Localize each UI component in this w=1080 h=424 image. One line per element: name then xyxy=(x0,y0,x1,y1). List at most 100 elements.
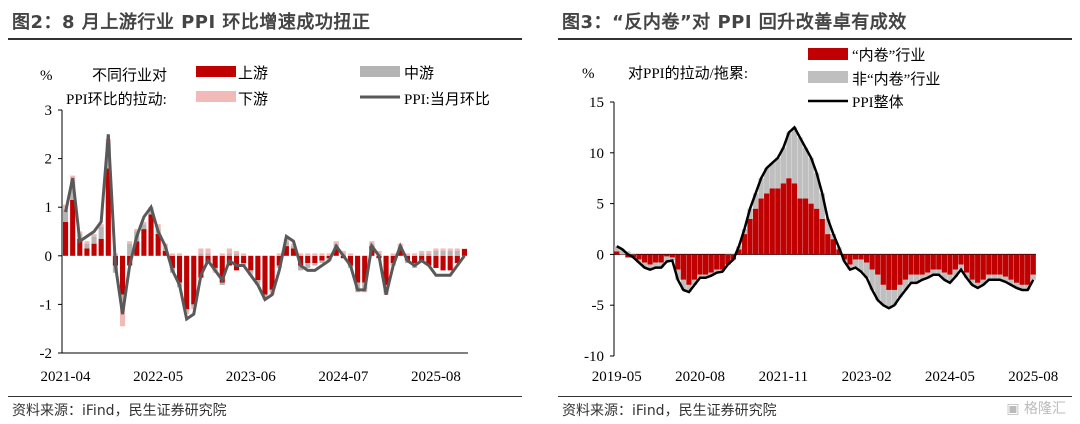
right-bar-noninv xyxy=(802,147,809,199)
left-bar-upstream xyxy=(155,233,161,256)
right-bar-inv xyxy=(1025,254,1031,285)
right-bar-noninv xyxy=(875,274,881,301)
right-bar-noninv xyxy=(858,259,864,272)
left-bar-downstream xyxy=(404,253,411,256)
left-chart-panel: 图2：8 月上游行业 PPI 环比增速成功扭正 3 2 1 0 -1 -2% 2021-04… xyxy=(0,0,530,424)
left-bar-midstream xyxy=(198,253,204,256)
right-bar-noninv xyxy=(769,162,775,189)
right-bar-inv xyxy=(947,254,953,275)
right-bar-inv xyxy=(975,254,981,283)
right-bar-inv xyxy=(936,254,942,270)
right-bar-inv xyxy=(1008,254,1014,280)
right-bar-inv xyxy=(758,198,764,255)
left-bar-upstream xyxy=(262,255,268,295)
left-bar-upstream xyxy=(148,214,154,256)
left-legend-swatch-downstream xyxy=(196,91,236,102)
right-bar-inv xyxy=(680,254,687,280)
right-legend-swatch-inv xyxy=(808,48,848,60)
left-bar-downstream xyxy=(440,248,446,251)
left-y-tick-label: 2 xyxy=(45,152,53,168)
left-chart-title: 图2：8 月上游行业 PPI 环比增速成功扭正 xyxy=(12,12,371,33)
right-bar-inv xyxy=(864,254,870,263)
right-bar-inv xyxy=(980,254,986,280)
left-bar-upstream xyxy=(419,255,425,261)
right-bar-inv xyxy=(925,254,931,273)
right-axes: 15 10 5 0 -5 -10% 2019-05 2020-08 2021-11 2023-02… xyxy=(582,66,1058,385)
right-y-tick-label: 0 xyxy=(597,247,605,263)
left-bar-midstream xyxy=(433,250,439,256)
left-bar-upstream xyxy=(91,243,97,256)
right-y-tick-label: -10 xyxy=(584,349,604,365)
right-bar-inv xyxy=(691,254,698,280)
right-annotation: 对PPI的拉动/拖累: xyxy=(628,65,748,82)
right-bar-inv xyxy=(725,254,731,265)
right-bar-inv xyxy=(969,254,975,280)
right-bar-noninv xyxy=(908,274,914,283)
left-bar-upstream xyxy=(233,255,240,271)
left-legend-swatch-midstream xyxy=(360,66,400,77)
left-bar-upstream xyxy=(312,255,318,264)
right-bar-noninv xyxy=(880,284,886,306)
left-y-tick-label: 1 xyxy=(45,200,53,216)
left-bar-upstream xyxy=(433,255,439,268)
left-bar-downstream xyxy=(305,253,311,256)
right-bar-inv xyxy=(630,254,637,258)
right-bar-noninv xyxy=(825,218,831,235)
left-y-tick-label: -1 xyxy=(40,297,53,313)
right-bar-noninv xyxy=(847,264,853,270)
left-bar-downstream xyxy=(419,250,425,254)
right-bar-inv xyxy=(902,254,909,280)
right-bar-inv xyxy=(775,188,781,255)
right-bar-inv xyxy=(719,254,725,270)
right-bar-noninv xyxy=(819,193,825,219)
left-x-tick-label: 2023-06 xyxy=(226,369,276,385)
left-bar-downstream xyxy=(298,253,304,256)
left-bar-upstream xyxy=(447,255,453,271)
left-bar-upstream xyxy=(105,168,111,256)
watermark-logo: ▣ 格隆汇 xyxy=(1006,401,1066,417)
right-chart-svg: 15 10 5 0 -5 -10% 2019-05 2020-08 2021-11 2023-02… xyxy=(582,47,1058,385)
right-bar-inv xyxy=(752,208,759,255)
left-bar-downstream xyxy=(241,253,247,256)
right-bar-noninv xyxy=(980,279,986,285)
left-bar-upstream xyxy=(141,229,147,256)
right-bar-noninv xyxy=(1002,276,1009,282)
left-bar-downstream xyxy=(319,253,325,256)
left-bar-upstream xyxy=(248,255,254,271)
right-bar-noninv xyxy=(1013,282,1020,288)
left-bar-midstream xyxy=(219,282,225,285)
right-bar-inv xyxy=(875,254,881,275)
left-bar-midstream xyxy=(98,226,104,239)
right-bar-noninv xyxy=(941,272,948,280)
right-bar-noninv xyxy=(963,272,970,278)
left-bar-downstream xyxy=(233,250,240,254)
right-bar-noninv xyxy=(619,249,625,255)
right-bar-inv xyxy=(897,254,903,285)
right-bar-noninv xyxy=(886,289,892,309)
right-bar-inv xyxy=(791,183,798,255)
left-bar-upstream xyxy=(241,255,247,264)
right-bar-noninv xyxy=(691,279,698,285)
left-bar-midstream xyxy=(226,253,232,256)
left-annotation-line2: PPI环比的拉动: xyxy=(66,91,167,108)
left-y-tick-label: 0 xyxy=(45,249,53,265)
left-bar-upstream xyxy=(440,255,446,271)
left-bar-downstream xyxy=(134,229,140,232)
right-bar-noninv xyxy=(747,208,753,219)
left-bar-downstream xyxy=(198,248,204,254)
left-axes: 3 2 1 0 -1 -2% 2021-04 2022-05 2023-06 2024-07 202… xyxy=(40,68,468,385)
left-legend-midstream: 中游 xyxy=(404,65,434,82)
left-bar-downstream xyxy=(205,248,211,254)
left-bar-upstream xyxy=(219,255,225,283)
left-bar-upstream xyxy=(383,255,389,285)
right-bar-inv xyxy=(891,254,898,290)
right-bar-noninv xyxy=(975,282,981,288)
right-source-rule xyxy=(558,396,1072,397)
left-bar-midstream xyxy=(440,250,446,256)
right-legend-swatch-noninv xyxy=(808,71,848,83)
right-bar-inv xyxy=(669,254,675,258)
right-bar-inv xyxy=(658,254,664,263)
right-x-tick-label: 2023-02 xyxy=(842,369,892,385)
right-bar-inv xyxy=(819,218,825,255)
right-bar-noninv xyxy=(814,173,820,209)
